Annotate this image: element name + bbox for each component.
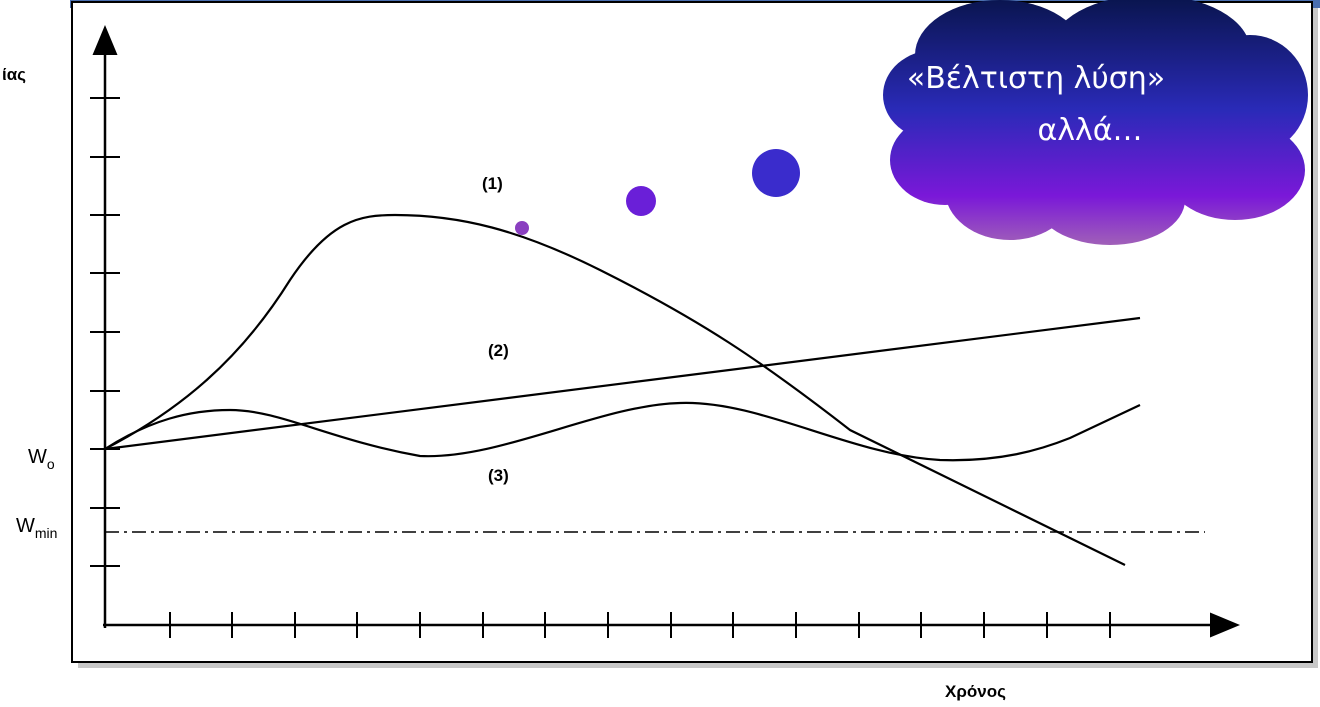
curve-1 xyxy=(104,213,1126,566)
thought-bubble xyxy=(626,186,656,216)
curve-3 xyxy=(104,401,1141,462)
x-axis-label: Χρόνος xyxy=(945,682,1006,701)
wmin-symbol: W xyxy=(16,515,35,537)
w0-symbol: W xyxy=(28,446,47,468)
curve-label-1: (1) xyxy=(482,174,503,193)
w0-sub: o xyxy=(47,456,55,472)
w0-label: Wo xyxy=(28,446,55,472)
y-axis-label: ίας xyxy=(2,65,26,84)
callout-line-2: αλλά… xyxy=(1037,113,1142,148)
curve-label-2: (2) xyxy=(488,341,509,360)
x-ticks xyxy=(169,612,1111,638)
callout-line-1: «Βέλτιστη λύση» xyxy=(907,61,1165,96)
thought-bubble xyxy=(752,149,800,197)
cloud xyxy=(883,0,1308,245)
y-ticks xyxy=(90,97,120,567)
curve-2 xyxy=(104,316,1141,451)
thought-bubble xyxy=(515,221,529,235)
curve-label-3: (3) xyxy=(488,466,509,485)
wmin-sub: min xyxy=(35,525,58,541)
wmin-label: Wmin xyxy=(16,515,57,541)
